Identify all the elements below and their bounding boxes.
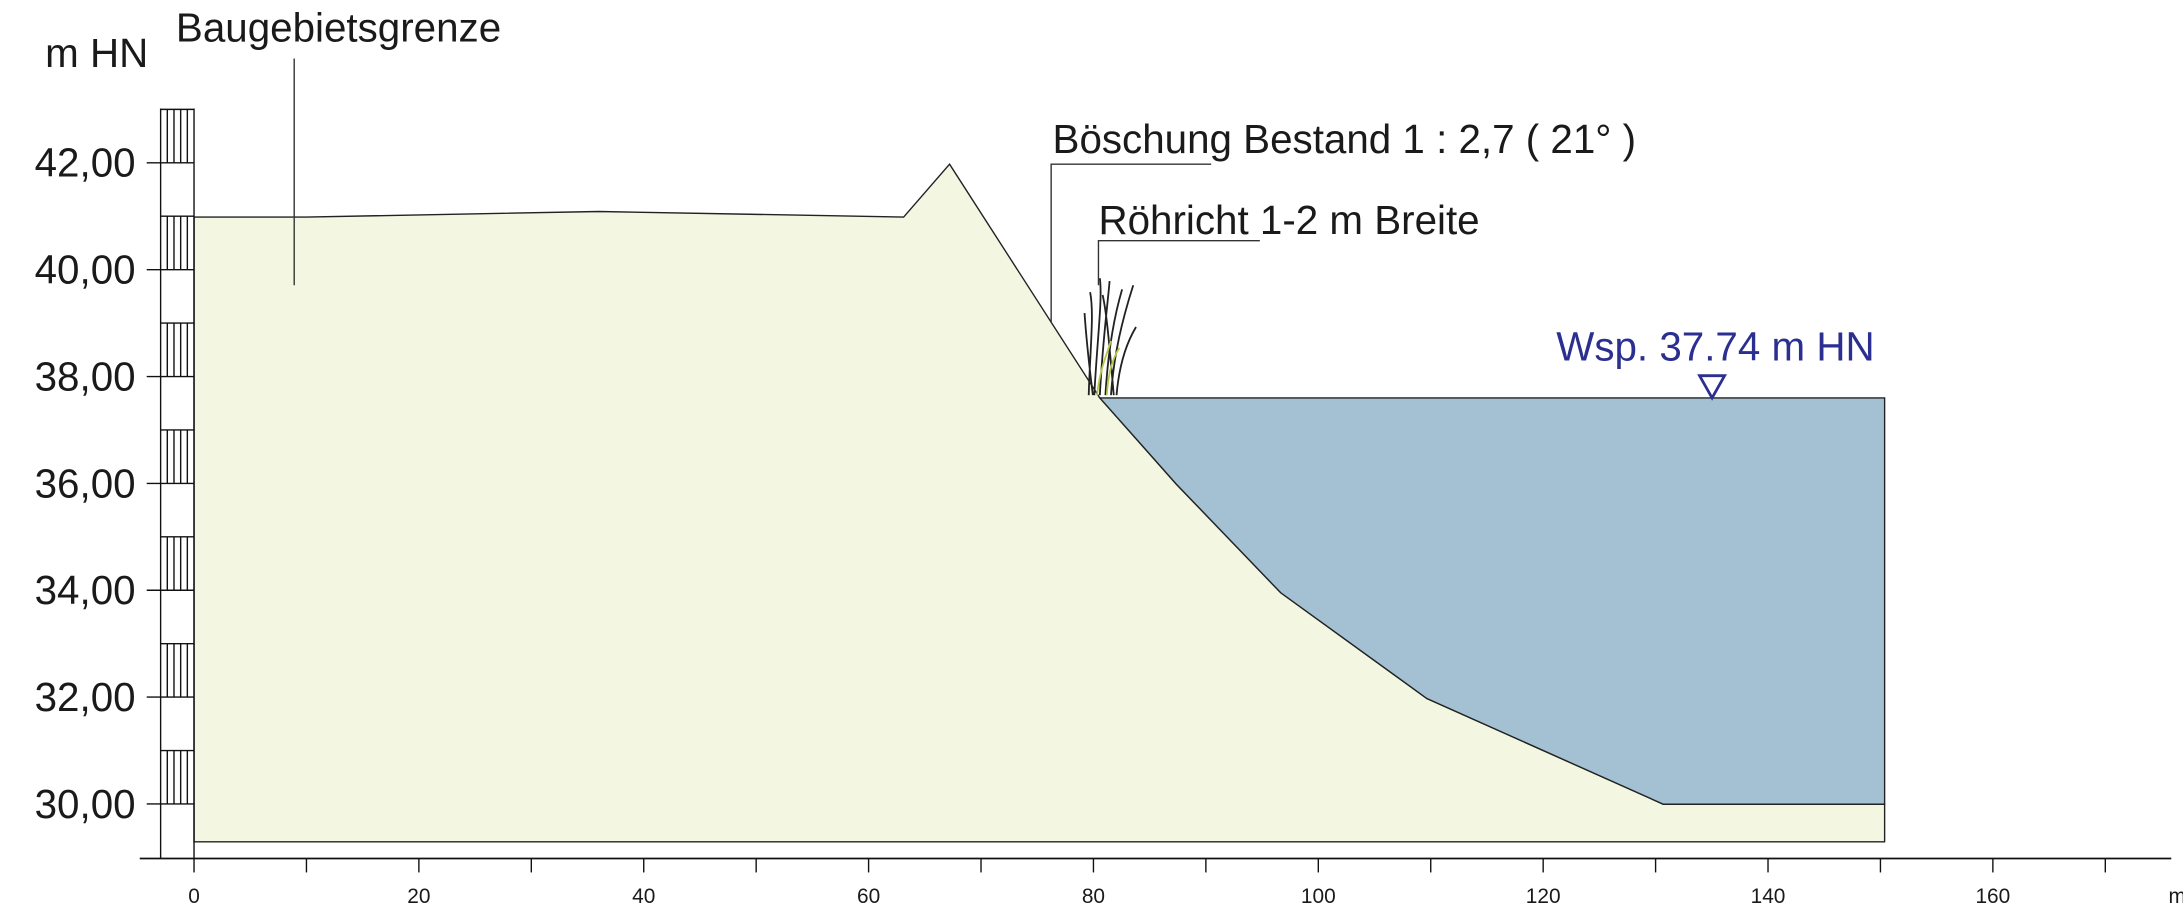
reeds (1083, 278, 1137, 396)
x-tick-label: 0 (188, 885, 200, 908)
height-scale (146, 108, 195, 859)
water (1098, 397, 1886, 805)
reed-label: Röhricht 1-2 m Breite (1098, 197, 1479, 243)
x-tick-label: 160 (1975, 885, 2010, 908)
water-level-label: Wsp. 37.74 m HN (1556, 323, 1874, 369)
x-tick-label: 80 (1082, 885, 1105, 908)
y-tick-label: 30,00 (35, 781, 136, 827)
y-tick-label: 38,00 (35, 353, 136, 399)
x-ticks (193, 858, 2106, 873)
x-tick-label: 140 (1751, 885, 1786, 908)
leader-lines (293, 58, 1260, 323)
y-unit: m HN (45, 30, 148, 76)
y-tick-label: 32,00 (35, 674, 136, 720)
boundary-label: Baugebietsgrenze (176, 5, 501, 51)
x-tick-label: 100 (1301, 885, 1336, 908)
x-tick-label: 40 (632, 885, 655, 908)
water-level-symbol (1697, 374, 1727, 401)
y-tick-label: 42,00 (35, 140, 136, 186)
x-tick-label: 60 (857, 885, 880, 908)
y-tick-label: 36,00 (35, 460, 136, 506)
x-tick-label: 20 (407, 885, 430, 908)
x-tick-label: 120 (1526, 885, 1561, 908)
slope-label: Böschung Bestand 1 : 2,7 ( 21° ) (1053, 116, 1637, 162)
y-tick-label: 34,00 (35, 567, 136, 613)
x-unit: m (2168, 885, 2183, 908)
y-tick-label: 40,00 (35, 247, 136, 293)
